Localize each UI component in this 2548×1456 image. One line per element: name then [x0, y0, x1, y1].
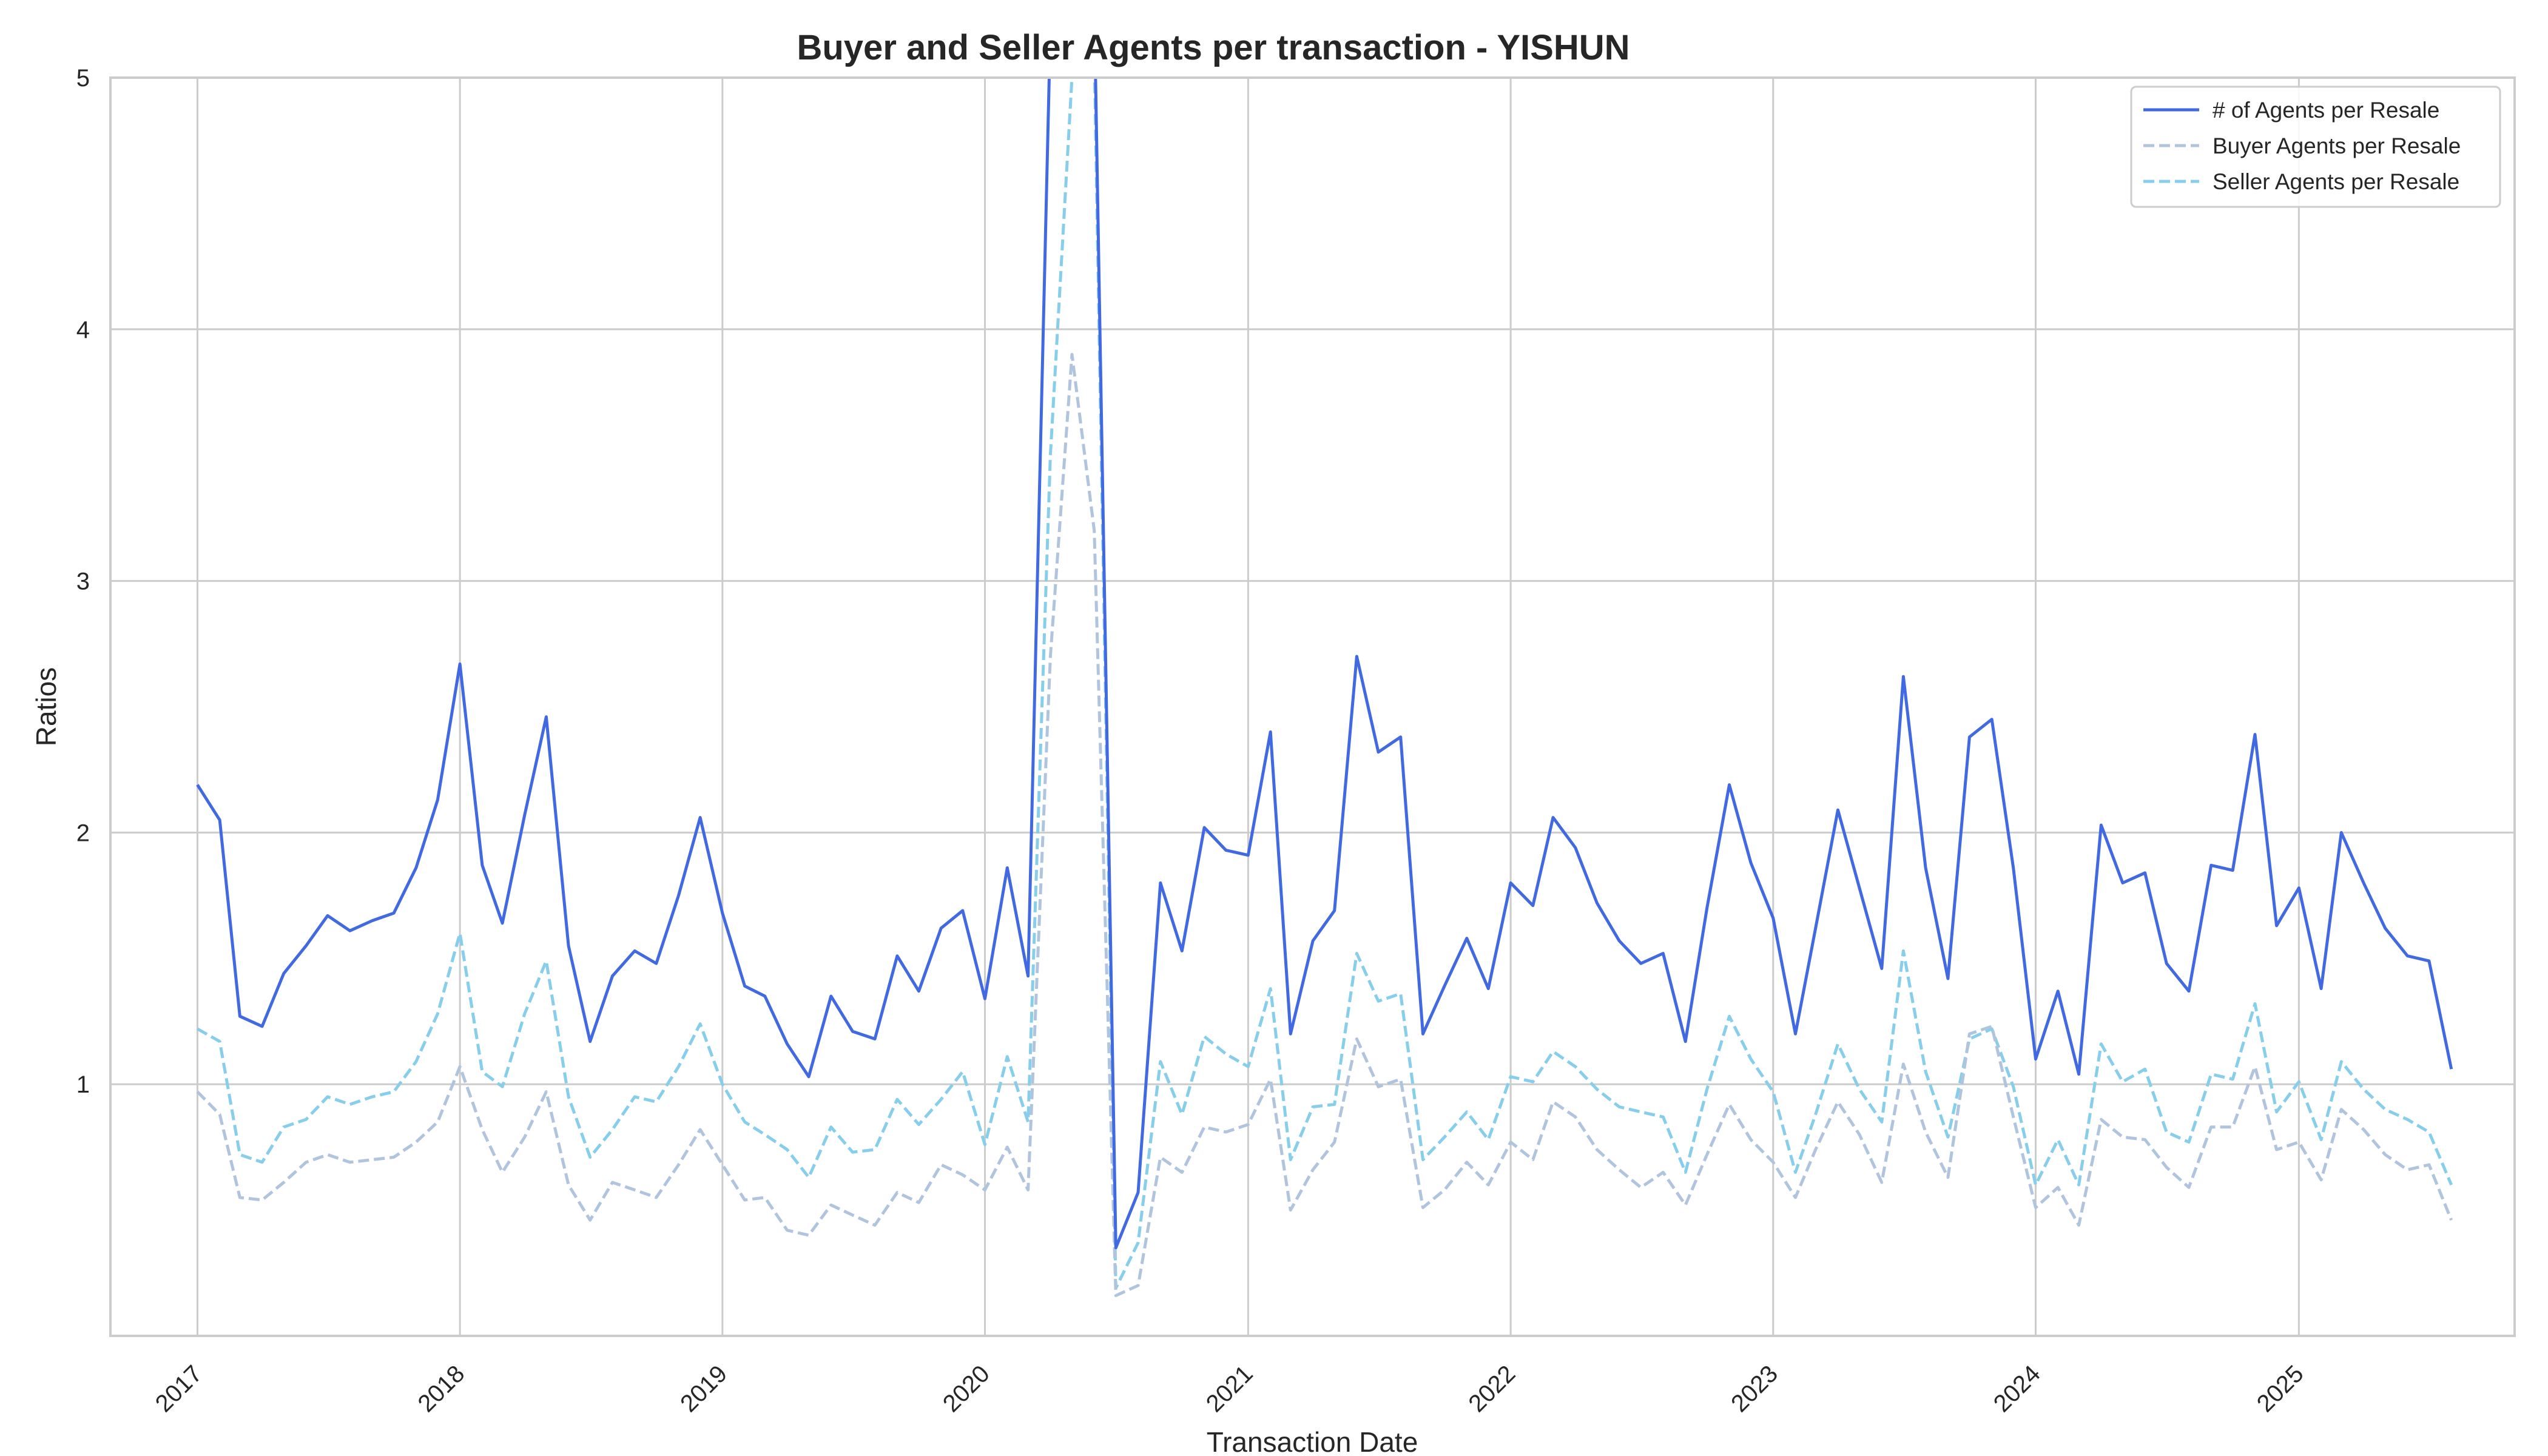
y-tick-label: 1	[76, 1071, 90, 1098]
x-axis-label: Transaction Date	[1207, 1426, 1418, 1456]
x-tick-label: 2022	[1463, 1360, 1520, 1417]
x-tick-labels: 2017 2018 2019 2020 2021 2022 2023 2024 2025	[150, 1360, 2309, 1417]
y-tick-label: 2	[76, 820, 90, 846]
x-tick-label: 2023	[1726, 1360, 1783, 1417]
legend-box	[2130, 86, 2501, 208]
legend-label-buyer: Buyer Agents per Resale	[2213, 133, 2461, 158]
x-tick-label: 2018	[413, 1360, 470, 1417]
legend-label-agents: # of Agents per Resale	[2213, 98, 2439, 123]
y-tick-labels: 1 2 3 4 5	[76, 65, 90, 1098]
y-axis-label: Ratios	[30, 667, 62, 746]
grid-lines	[110, 76, 2515, 1336]
x-tick-label: 2025	[2252, 1360, 2309, 1417]
legend-label-seller: Seller Agents per Resale	[2213, 169, 2459, 194]
series-line-buyer-agents-per-resale	[196, 352, 2453, 1298]
x-tick-label: 2017	[150, 1360, 207, 1417]
x-tick-label: 2019	[675, 1360, 732, 1417]
series-line-agents-per-resale	[196, 78, 2453, 1250]
x-tick-label: 2024	[1989, 1360, 2046, 1417]
x-tick-label: 2021	[1201, 1360, 1258, 1417]
series-line-seller-agents-per-resale	[197, 78, 2453, 1290]
legend: # of Agents per Resale Buyer Agents per …	[2130, 86, 2501, 208]
y-tick-label: 4	[76, 317, 90, 343]
y-tick-label: 5	[76, 65, 90, 92]
chart-title: Buyer and Seller Agents per transaction …	[797, 28, 1630, 67]
series-lines	[196, 78, 2453, 1298]
plot-frame	[109, 76, 2516, 1337]
x-tick-label: 2020	[938, 1360, 995, 1417]
y-tick-label: 3	[76, 568, 90, 595]
